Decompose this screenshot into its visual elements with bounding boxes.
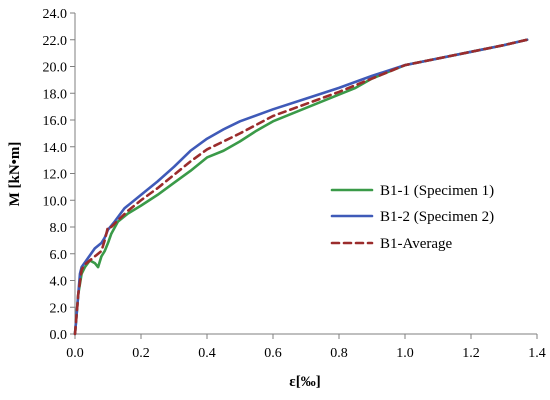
- x-axis-title: ε[‰]: [289, 374, 320, 390]
- y-axis-title: M [kN•m]: [7, 142, 23, 207]
- y-tick-label: 0.0: [50, 328, 68, 343]
- y-tick-label: 12.0: [43, 168, 68, 183]
- legend-label-b1-1: B1-1 (Specimen 1): [380, 183, 494, 199]
- legend: B1-1 (Specimen 1) B1-2 (Specimen 2) B1-A…: [330, 183, 494, 252]
- y-tick-label: 24.0: [43, 7, 68, 22]
- y-tick-label: 4.0: [50, 275, 68, 290]
- series-group: [73, 38, 529, 336]
- x-tick-label: 0.4: [198, 346, 216, 361]
- y-tick-label: 14.0: [43, 141, 68, 156]
- x-tick-label: 1.2: [462, 346, 480, 361]
- series-line-b1-average: [73, 38, 529, 336]
- x-tick-label: 0.8: [330, 346, 348, 361]
- x-tick-label: 0.6: [264, 346, 282, 361]
- y-tick-label: 6.0: [50, 248, 68, 263]
- y-tick-label: 2.0: [50, 301, 68, 316]
- legend-label-b1-average: B1-Average: [380, 236, 453, 252]
- legend-label-b1-2: B1-2 (Specimen 2): [380, 209, 494, 225]
- x-tick-label: 1.4: [528, 346, 546, 361]
- legend-item-b1-1: B1-1 (Specimen 1): [330, 183, 494, 199]
- axes: [74, 13, 537, 335]
- x-tick-label: 0.0: [66, 346, 84, 361]
- series-line-b1-2: [73, 38, 529, 336]
- y-tick-label: 18.0: [43, 87, 68, 102]
- legend-item-b1-2: B1-2 (Specimen 2): [330, 209, 494, 225]
- x-tick-label: 0.2: [132, 346, 150, 361]
- y-tick-label: 16.0: [43, 114, 68, 129]
- y-tick-label: 20.0: [43, 61, 68, 76]
- y-tick-label: 8.0: [50, 221, 68, 236]
- ticks: 0.0 2.0 4.0 6.0 8.0 10.0 12.0 14.0 16.0 18.0 20.0 2…: [43, 7, 546, 361]
- y-tick-label: 22.0: [43, 34, 68, 49]
- x-tick-label: 1.0: [396, 346, 414, 361]
- y-tick-label: 10.0: [43, 194, 68, 209]
- legend-item-b1-average: B1-Average: [330, 236, 453, 252]
